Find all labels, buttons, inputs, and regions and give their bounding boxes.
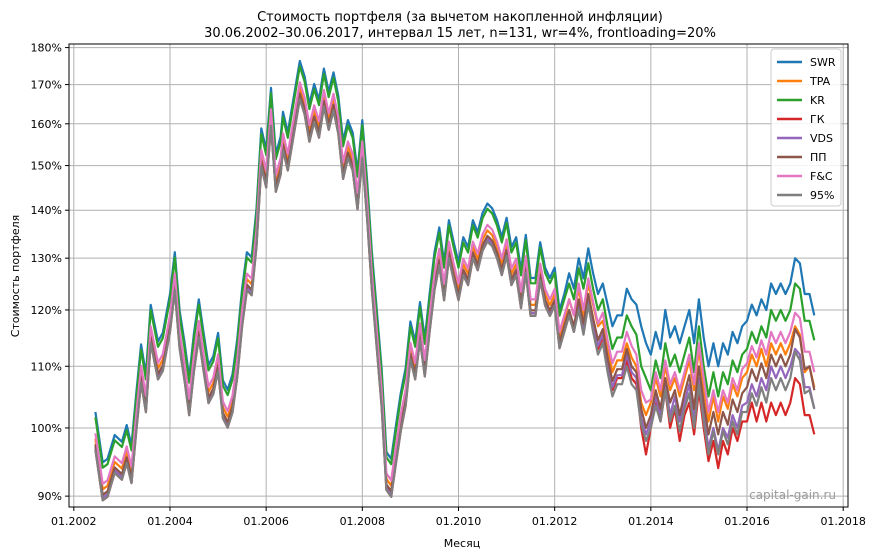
x-tick-label: 01.2016 (724, 515, 770, 528)
y-tick-label: 130% (31, 252, 62, 265)
y-tick-label: 140% (31, 204, 62, 217)
x-tick-label: 01.2014 (628, 515, 674, 528)
y-tick-label: 90% (38, 490, 62, 503)
chart-title-line2: 30.06.2002–30.06.2017, интервал 15 лет, … (204, 26, 716, 41)
y-tick-label: 120% (31, 304, 62, 317)
y-tick-label: 160% (31, 118, 62, 131)
x-tick-label: 01.2002 (51, 515, 97, 528)
legend-entry: VDS (810, 132, 833, 145)
legend-entry: SWR (810, 56, 836, 69)
x-tick-label: 01.2004 (147, 515, 193, 528)
axis-ticks: 01.2002 01.2004 01.2006 01.2008 01.2010 01.20… (31, 42, 866, 528)
x-tick-label: 01.2008 (340, 515, 386, 528)
legend-entry: F&C (810, 170, 833, 183)
legend-entry: ПП (810, 151, 827, 164)
legend-entry: KR (810, 94, 825, 107)
x-tick-label: 01.2018 (820, 515, 866, 528)
x-tick-label: 01.2010 (436, 515, 482, 528)
series-lines (94, 59, 816, 502)
series-line-KR (94, 65, 816, 469)
y-tick-label: 110% (31, 360, 62, 373)
legend-box (770, 48, 842, 207)
legend-entry: TPA (809, 75, 831, 88)
watermark: capital-gain.ru (749, 488, 836, 502)
legend-entry: 95% (810, 189, 834, 202)
legend-entry: ГК (810, 113, 825, 126)
x-axis-label: Месяц (444, 537, 480, 550)
x-tick-label: 01.2006 (243, 515, 289, 528)
y-tick-label: 150% (31, 160, 62, 173)
y-axis-label: Стоимость портфеля (9, 215, 22, 338)
y-tick-label: 170% (31, 79, 62, 92)
grid (69, 44, 848, 507)
series-line-95% (94, 97, 816, 502)
legend: SWR TPA KR ГК VDS ПП F&C 95% (770, 48, 842, 207)
x-tick-label: 01.2012 (532, 515, 578, 528)
y-tick-label: 100% (31, 422, 62, 435)
chart-title-line1: Стоимость портфеля (за вычетом накопленн… (257, 10, 663, 25)
y-tick-label: 180% (31, 42, 62, 55)
series-line-F&C (94, 81, 816, 485)
